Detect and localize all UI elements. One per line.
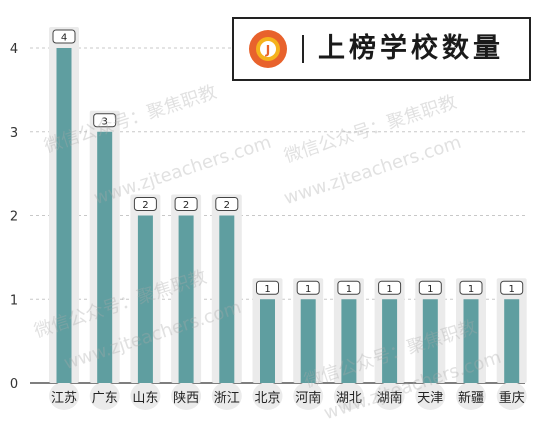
data-label-box bbox=[174, 197, 198, 211]
data-label-box bbox=[418, 280, 442, 295]
y-tick-label: 4 bbox=[10, 42, 18, 57]
x-tick-label: 山东 bbox=[132, 391, 158, 406]
y-tick-label: 3 bbox=[10, 126, 18, 141]
data-label-box bbox=[256, 280, 279, 295]
bar bbox=[382, 299, 398, 383]
bar-track-base bbox=[374, 382, 405, 410]
x-tick-label: 湖北 bbox=[336, 391, 362, 406]
data-label: 2 bbox=[224, 200, 230, 211]
data-label: 1 bbox=[264, 284, 270, 295]
bar bbox=[178, 215, 194, 383]
y-tick-label: 1 bbox=[10, 293, 18, 308]
x-tick-label: 湖南 bbox=[377, 390, 403, 406]
data-label-box bbox=[296, 280, 320, 295]
chart-title: 上榜学校数量 bbox=[318, 33, 504, 64]
x-tick-label: 重庆 bbox=[499, 390, 525, 406]
bar bbox=[341, 299, 357, 383]
bar bbox=[422, 299, 438, 383]
bar bbox=[56, 48, 72, 383]
bar bbox=[300, 299, 316, 383]
bar-track-base bbox=[171, 382, 202, 410]
bar-track-base bbox=[211, 382, 242, 410]
bar-track-base bbox=[333, 382, 364, 410]
bar bbox=[137, 215, 153, 383]
bar-track-base bbox=[415, 382, 446, 410]
data-label-box bbox=[459, 280, 483, 295]
data-label: 3 bbox=[102, 116, 108, 127]
data-label-box bbox=[378, 280, 402, 295]
bar bbox=[97, 131, 113, 383]
x-tick-label: 浙江 bbox=[214, 391, 240, 406]
data-label: 4 bbox=[61, 33, 67, 44]
bar bbox=[219, 215, 235, 383]
svg-text:J: J bbox=[265, 43, 270, 57]
bar-track-base bbox=[456, 382, 486, 410]
bar bbox=[463, 299, 479, 383]
data-label-box bbox=[337, 280, 361, 295]
data-label-box bbox=[52, 29, 76, 44]
x-tick-label: 河南 bbox=[295, 390, 321, 406]
data-label: 2 bbox=[183, 200, 189, 211]
bars bbox=[56, 48, 520, 383]
data-labels: 4 3 2 2 2 1 1 1 1 1 1 1 bbox=[52, 29, 524, 295]
bar bbox=[504, 299, 520, 383]
y-tick-label: 0 bbox=[10, 377, 18, 392]
x-tick-label: 陕西 bbox=[173, 391, 199, 406]
data-label: 1 bbox=[427, 284, 433, 295]
logo-icon: J bbox=[249, 30, 287, 68]
data-label: 1 bbox=[468, 284, 474, 295]
bar-track-base bbox=[252, 382, 283, 410]
bar-track-base bbox=[496, 382, 527, 410]
data-label: 1 bbox=[346, 284, 352, 295]
data-label-box bbox=[93, 113, 117, 128]
x-tick-label: 新疆 bbox=[458, 390, 484, 406]
x-tick-label: 江苏 bbox=[51, 390, 77, 406]
data-label: 1 bbox=[305, 284, 311, 295]
title-divider bbox=[302, 35, 304, 63]
data-label-box bbox=[133, 197, 157, 211]
data-label: 2 bbox=[142, 200, 148, 211]
bar-track-base bbox=[293, 382, 324, 410]
y-tick-label: 2 bbox=[10, 210, 18, 225]
x-axis-ticks: 江苏 广东 山东 陕西 浙江 北京 河南 湖北 湖南 天津 新疆 重庆 bbox=[51, 390, 525, 406]
bar-tracks bbox=[49, 27, 527, 410]
y-axis-ticks: 0 1 2 3 4 bbox=[10, 42, 18, 392]
bar-track-base bbox=[49, 382, 79, 410]
title-box: J 上榜学校数量 bbox=[232, 17, 531, 81]
bar-track-base bbox=[130, 382, 161, 410]
x-tick-label: 天津 bbox=[417, 391, 443, 406]
data-label-box bbox=[500, 280, 524, 295]
data-label-box bbox=[215, 197, 239, 211]
bar bbox=[260, 299, 275, 383]
data-label: 1 bbox=[509, 284, 515, 295]
data-label: 1 bbox=[386, 284, 392, 295]
bar-track-base bbox=[89, 382, 120, 410]
x-tick-label: 广东 bbox=[92, 391, 118, 406]
x-tick-label: 北京 bbox=[254, 391, 280, 406]
